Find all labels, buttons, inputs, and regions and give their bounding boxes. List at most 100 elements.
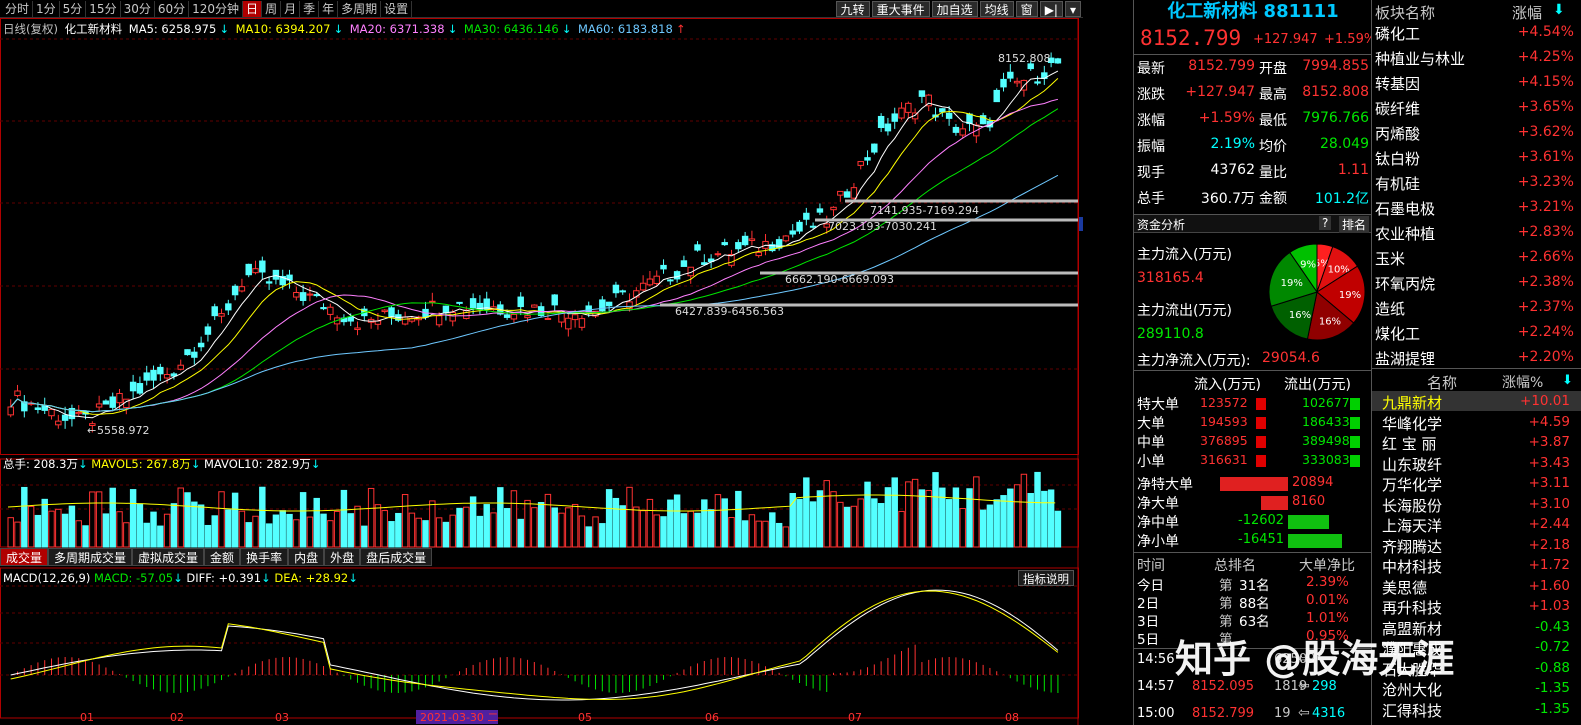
period-tab-8[interactable]: 周 xyxy=(262,1,282,17)
period-tab-10[interactable]: 季 xyxy=(300,1,320,17)
sector-item[interactable]: 有机硅 +3.23% xyxy=(1372,171,1581,196)
volume-bar xyxy=(979,509,987,548)
tool-button-1[interactable]: 重大事件 xyxy=(871,1,930,17)
indicator-tab-0[interactable]: 成交量 xyxy=(0,548,49,566)
tool-button-2[interactable]: 加自选 xyxy=(931,1,978,17)
sector-item[interactable]: 盐湖提锂 +2.20% xyxy=(1372,346,1581,371)
candle-body xyxy=(449,311,456,322)
stock-item[interactable]: 红 宝 丽 +3.87 xyxy=(1372,432,1581,453)
net-row-label: 净特大单 xyxy=(1137,477,1193,493)
period-tab-4[interactable]: 30分 xyxy=(121,1,155,17)
stock-pct-header[interactable]: 涨幅% xyxy=(1502,375,1544,391)
sector-item[interactable]: 环氧丙烷 +2.38% xyxy=(1372,271,1581,296)
volume-bar xyxy=(238,510,246,548)
sector-item[interactable]: 煤化工 +2.24% xyxy=(1372,321,1581,346)
period-tab-7[interactable]: 日 xyxy=(243,1,263,17)
period-tab-0[interactable]: 分时 xyxy=(2,1,34,17)
chart-area[interactable]: 8297772371506991656959957141.935-7169.29… xyxy=(0,18,1083,725)
candle-body xyxy=(279,275,286,286)
indicator-help-button[interactable]: 指标说明 xyxy=(1018,570,1074,586)
candle-body xyxy=(204,326,212,335)
stock-pct: +1.03 xyxy=(1528,598,1570,614)
quote-title: 化工新材料 881111 xyxy=(1167,1,1339,22)
volume-bar xyxy=(408,512,416,548)
ma10-line xyxy=(10,78,1059,415)
stock-item[interactable]: 再升科技 +1.03 xyxy=(1372,596,1581,617)
candle-body xyxy=(816,208,824,213)
play-icon[interactable]: ▶| xyxy=(1039,1,1063,17)
period-tab-1[interactable]: 1分 xyxy=(33,1,60,17)
period-tab-2[interactable]: 5分 xyxy=(60,1,87,17)
volume-bar xyxy=(898,510,905,548)
stock-item[interactable]: 上海天洋 +2.44 xyxy=(1372,514,1581,535)
volume-bar xyxy=(157,525,164,548)
candle-body xyxy=(782,235,790,242)
stock-item[interactable]: 石大胜华 -0.88 xyxy=(1372,658,1581,679)
sector-pct: +2.83% xyxy=(1517,224,1574,240)
period-tab-12[interactable]: 多周期 xyxy=(338,1,382,17)
tool-button-0[interactable]: 九转 xyxy=(835,1,870,17)
indicator-tab-5[interactable]: 内盘 xyxy=(288,548,325,566)
stock-item[interactable]: 沧州大化 -1.35 xyxy=(1372,678,1581,699)
indicator-tab-2[interactable]: 虚拟成交量 xyxy=(132,548,205,566)
stock-item[interactable]: 高盟新材 -0.43 xyxy=(1372,617,1581,638)
tick-cell: 15:00 xyxy=(1137,706,1175,721)
candle-body xyxy=(735,242,742,250)
volume-bar xyxy=(231,492,239,548)
sector-item[interactable]: 造纸 +2.37% xyxy=(1372,296,1581,321)
period-tab-9[interactable]: 月 xyxy=(281,1,301,17)
stock-item[interactable]: 汇得科技 -1.35 xyxy=(1372,699,1581,720)
period-tab-13[interactable]: 设置 xyxy=(381,1,413,17)
volume-bar xyxy=(136,503,144,548)
sector-item[interactable]: 钛白粉 +3.61% xyxy=(1372,146,1581,171)
dropdown-icon[interactable]: ▾ xyxy=(1064,1,1081,17)
rank-cell: 5日 xyxy=(1137,632,1160,648)
sector-item[interactable]: 磷化工 +4.54% xyxy=(1372,21,1581,46)
indicator-tab-4[interactable]: 换手率 xyxy=(240,548,289,566)
kline-chart-svg[interactable]: 8297772371506991656959957141.935-7169.29… xyxy=(0,18,1083,725)
stock-item[interactable]: 山东玻纤 +3.43 xyxy=(1372,453,1581,474)
net-value: -16451 xyxy=(1238,532,1285,547)
indicator-tab-7[interactable]: 盘后成交量 xyxy=(360,548,433,566)
sector-item[interactable]: 农业种植 +2.83% xyxy=(1372,221,1581,246)
stock-item[interactable]: 濮阳惠成 -0.72 xyxy=(1372,637,1581,658)
candle-body xyxy=(510,313,518,320)
sector-item[interactable]: 玉米 +2.66% xyxy=(1372,246,1581,271)
fund-rank-button[interactable]: 排名 xyxy=(1339,216,1370,233)
stock-item[interactable]: 中材科技 +1.72 xyxy=(1372,555,1581,576)
candle-body xyxy=(905,102,912,113)
candle-body xyxy=(48,408,55,417)
sector-item[interactable]: 碳纤维 +3.65% xyxy=(1372,96,1581,121)
indicator-tab-1[interactable]: 多周期成交量 xyxy=(48,548,133,566)
stock-item[interactable]: 美思德 +1.60 xyxy=(1372,576,1581,597)
sector-item[interactable]: 转基因 +4.15% xyxy=(1372,71,1581,96)
stock-item[interactable]: 万华化学 +3.11 xyxy=(1372,473,1581,494)
tick-cell: 8152.095 xyxy=(1192,679,1255,694)
tool-button-3[interactable]: 均线 xyxy=(979,1,1014,17)
indicator-tab-6[interactable]: 外盘 xyxy=(324,548,361,566)
volume-bar xyxy=(14,521,21,548)
stock-item[interactable]: 九鼎新材 +10.01 xyxy=(1372,391,1581,412)
date-highlight xyxy=(416,710,498,724)
volume-bar xyxy=(626,486,633,548)
candle-body xyxy=(748,238,756,241)
period-tab-6[interactable]: 120分钟 xyxy=(189,1,244,17)
candle-body xyxy=(531,304,538,308)
tool-button-4[interactable]: 窗 xyxy=(1015,1,1038,17)
volume-bar xyxy=(143,522,150,548)
candle-body xyxy=(1034,81,1041,84)
candle-body xyxy=(381,309,388,313)
sector-item[interactable]: 种植业与林业 +4.25% xyxy=(1372,46,1581,71)
stock-item[interactable]: 华峰化学 +4.59 xyxy=(1372,412,1581,433)
stock-item[interactable]: 长海股份 +3.10 xyxy=(1372,494,1581,515)
stock-item[interactable]: 齐翔腾达 +2.18 xyxy=(1372,535,1581,556)
period-tab-11[interactable]: 年 xyxy=(319,1,339,17)
period-tab-5[interactable]: 60分 xyxy=(155,1,190,17)
sector-item[interactable]: 丙烯酸 +3.62% xyxy=(1372,121,1581,146)
indicator-tab-3[interactable]: 金额 xyxy=(204,548,241,566)
sector-pct-header[interactable]: 涨幅 xyxy=(1512,4,1543,22)
period-tab-3[interactable]: 15分 xyxy=(86,1,121,17)
candle-body xyxy=(327,306,334,315)
fund-help-button[interactable]: ? xyxy=(1319,216,1332,230)
sector-item[interactable]: 石墨电极 +3.21% xyxy=(1372,196,1581,221)
